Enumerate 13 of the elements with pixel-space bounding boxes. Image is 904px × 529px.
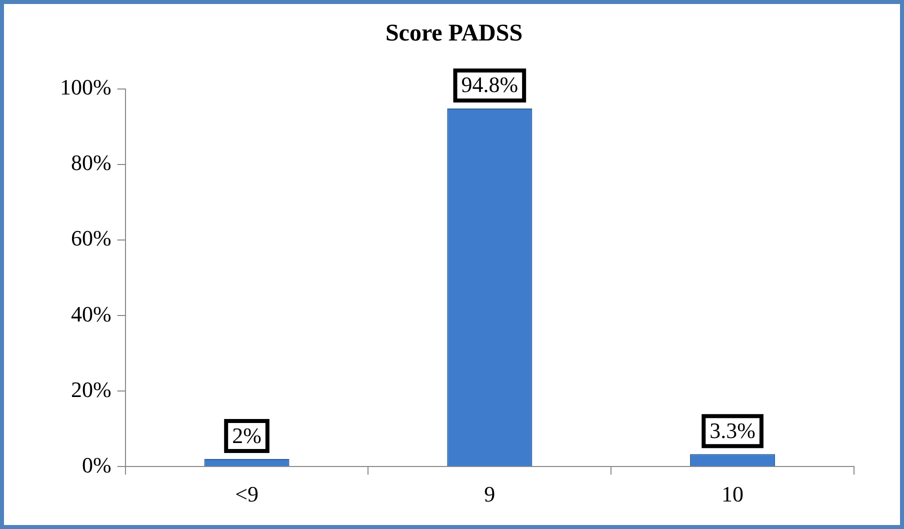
data-label: 3.3% (710, 418, 756, 443)
x-tick-label: 10 (722, 482, 744, 507)
y-tick-label: 60% (71, 226, 112, 251)
data-label: 94.8% (461, 72, 518, 98)
y-tick-label: 0% (82, 452, 112, 478)
x-tick-label: <9 (235, 482, 258, 507)
x-tick-label: 9 (484, 482, 496, 507)
y-tick-label: 40% (71, 301, 112, 326)
y-tick-label: 20% (71, 376, 112, 402)
chart-title: Score PADSS (385, 20, 523, 47)
y-tick-label: 100% (60, 74, 112, 100)
y-tick-label: 80% (71, 150, 112, 176)
data-label: 2% (232, 422, 262, 448)
